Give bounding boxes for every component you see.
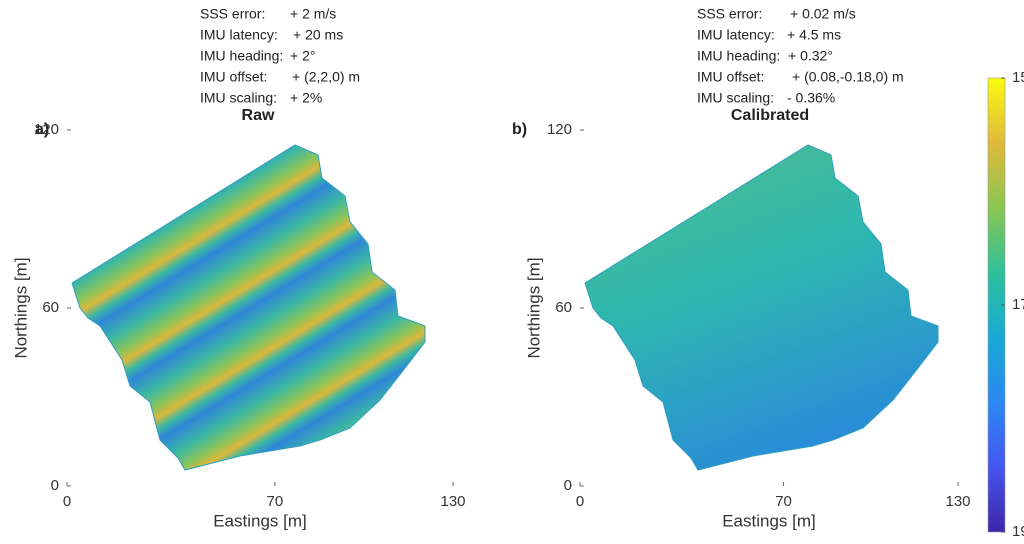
annotation-value: + 4.5 ms <box>787 27 841 43</box>
panel-title: Raw <box>242 107 275 124</box>
annotation-value: + (2,2,0) m <box>292 69 360 85</box>
colorbar-tick-label: 15 <box>1012 69 1024 86</box>
y-tick-label: 120 <box>547 121 572 138</box>
annotation-label: IMU heading: <box>200 48 283 64</box>
y-tick-label: 0 <box>51 477 59 494</box>
y-tick-label: 0 <box>564 477 572 494</box>
annotation-value: - 0.36% <box>787 90 835 106</box>
annotation-label: IMU scaling: <box>200 90 277 106</box>
x-axis-label: Eastings [m] <box>722 511 816 530</box>
y-tick-label: 60 <box>555 299 572 316</box>
x-tick-label: 0 <box>576 493 584 510</box>
x-tick-label: 0 <box>63 493 71 510</box>
annotation-label: IMU scaling: <box>697 90 774 106</box>
x-tick-label: 130 <box>945 493 970 510</box>
bathymetry-surface <box>584 144 939 471</box>
annotation-value: + 20 ms <box>293 27 343 43</box>
annotation-value: + (0.08,-0.18,0) m <box>792 69 904 85</box>
panel-label: b) <box>512 121 527 138</box>
annotation-label: IMU offset: <box>200 69 267 85</box>
x-axis-label: Eastings [m] <box>213 511 307 530</box>
annotation-label: IMU offset: <box>697 69 764 85</box>
annotation-value: + 2° <box>290 48 315 64</box>
panel-title: Calibrated <box>731 107 809 124</box>
y-axis-label: Northings [m] <box>11 257 30 358</box>
annotation-label: SSS error: <box>697 6 762 22</box>
colorbar-tick-label: 19 <box>1012 523 1024 540</box>
annotation-label: IMU latency: <box>697 27 775 43</box>
y-tick-label: 120 <box>34 121 59 138</box>
panel-label: a) <box>35 121 49 138</box>
colorbar-tick-label: 17 <box>1012 296 1024 313</box>
annotation-value: + 2 m/s <box>290 6 336 22</box>
bathymetry-surface <box>71 144 426 471</box>
annotation-value: + 2% <box>290 90 322 106</box>
y-tick-label: 60 <box>42 299 59 316</box>
annotation-value: + 0.02 m/s <box>790 6 856 22</box>
y-axis-label: Northings [m] <box>524 257 543 358</box>
annotation-label: SSS error: <box>200 6 265 22</box>
annotation-label: IMU latency: <box>200 27 278 43</box>
x-tick-label: 130 <box>440 493 465 510</box>
annotation-value: + 0.32° <box>788 48 833 64</box>
x-tick-label: 70 <box>267 493 284 510</box>
annotation-label: IMU heading: <box>697 48 780 64</box>
x-tick-label: 70 <box>775 493 792 510</box>
